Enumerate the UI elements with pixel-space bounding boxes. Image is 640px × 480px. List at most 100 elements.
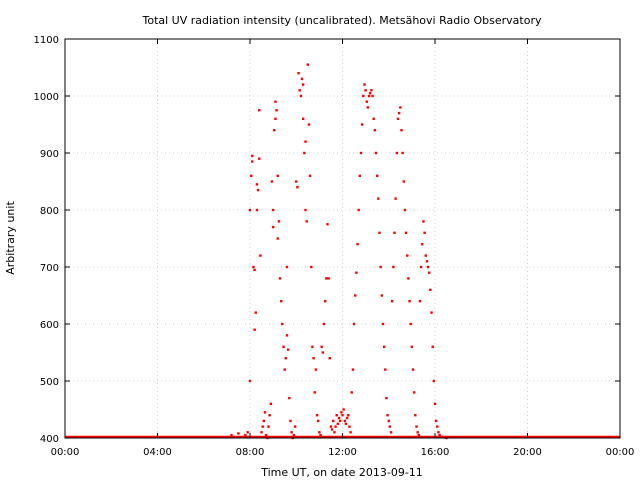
data-point (323, 300, 327, 303)
x-tick-label: 04:00 (143, 447, 172, 458)
data-point (430, 311, 433, 314)
data-point (306, 63, 310, 66)
data-point (387, 419, 390, 423)
data-point (310, 265, 313, 269)
data-point (312, 357, 315, 360)
data-point (326, 223, 329, 226)
data-point (391, 300, 394, 303)
data-point (385, 396, 388, 400)
data-point (355, 271, 358, 274)
data-point (381, 322, 385, 326)
data-point (402, 180, 405, 183)
data-point (409, 322, 412, 326)
data-point (375, 174, 379, 177)
data-point (305, 220, 308, 223)
data-point (276, 237, 279, 240)
data-point (237, 432, 240, 435)
data-point (392, 265, 395, 269)
data-point (329, 425, 333, 428)
data-point (377, 197, 380, 200)
y-tick-label: 500 (40, 377, 59, 388)
data-point (429, 288, 432, 291)
data-point (246, 431, 249, 434)
x-tick-label: 12:00 (328, 447, 357, 458)
data-point (432, 379, 436, 383)
data-point (337, 416, 341, 420)
x-tick-label: 20:00 (513, 447, 542, 458)
data-point (358, 174, 362, 177)
data-point (443, 436, 446, 439)
data-point (298, 89, 301, 92)
data-point (380, 294, 384, 297)
data-point (335, 414, 338, 417)
y-tick-label: 800 (40, 206, 59, 217)
data-point (251, 154, 254, 158)
data-point (251, 160, 254, 163)
data-point (415, 425, 418, 428)
data-point (425, 260, 429, 263)
data-point (408, 300, 411, 303)
data-point (269, 402, 273, 405)
data-point (271, 208, 275, 212)
data-point (354, 294, 357, 297)
data-point (404, 231, 408, 234)
data-point (317, 419, 320, 423)
data-point (244, 433, 247, 437)
data-point (371, 94, 374, 98)
x-axis-label: Time UT, on date 2013-09-11 (260, 466, 423, 479)
data-point (407, 277, 410, 280)
data-point (327, 277, 330, 280)
data-point (264, 433, 268, 437)
data-point (282, 345, 285, 348)
data-point (308, 174, 312, 177)
y-tick-label: 700 (40, 263, 59, 274)
data-point (414, 414, 417, 417)
data-point (410, 345, 414, 348)
data-point (431, 345, 434, 348)
data-point (330, 428, 334, 431)
data-point (277, 220, 281, 223)
data-point (262, 419, 266, 423)
data-point (351, 368, 355, 371)
data-point (267, 425, 270, 428)
x-tick-label: 00:00 (51, 447, 80, 458)
data-point (301, 117, 305, 120)
data-point (350, 391, 353, 394)
data-point (341, 414, 344, 417)
data-point (440, 435, 444, 439)
y-tick-label: 600 (40, 320, 59, 331)
plot-frame (64, 38, 621, 439)
data-point (372, 117, 375, 120)
data-point (285, 334, 289, 337)
data-point (373, 129, 377, 132)
data-point (399, 106, 402, 109)
data-point (254, 311, 257, 314)
data-point (382, 345, 386, 348)
data-points (230, 63, 448, 440)
data-point (273, 129, 276, 132)
data-point (328, 357, 331, 360)
data-point (248, 379, 252, 383)
data-point (303, 151, 306, 155)
data-point (292, 433, 296, 437)
data-point (403, 208, 407, 212)
data-point (256, 188, 260, 192)
data-point (369, 91, 372, 95)
data-point (311, 345, 314, 348)
data-point (260, 431, 263, 434)
data-point (271, 225, 275, 229)
data-point (230, 433, 233, 437)
data-point (249, 174, 253, 177)
data-point (365, 100, 368, 103)
data-point (389, 431, 393, 434)
data-point (255, 208, 259, 212)
data-point (344, 422, 348, 425)
data-point (412, 391, 416, 394)
data-point (348, 425, 351, 428)
data-point (386, 414, 389, 417)
data-point (428, 271, 431, 274)
data-point (378, 231, 381, 234)
data-point (384, 368, 387, 371)
data-point (253, 268, 256, 272)
